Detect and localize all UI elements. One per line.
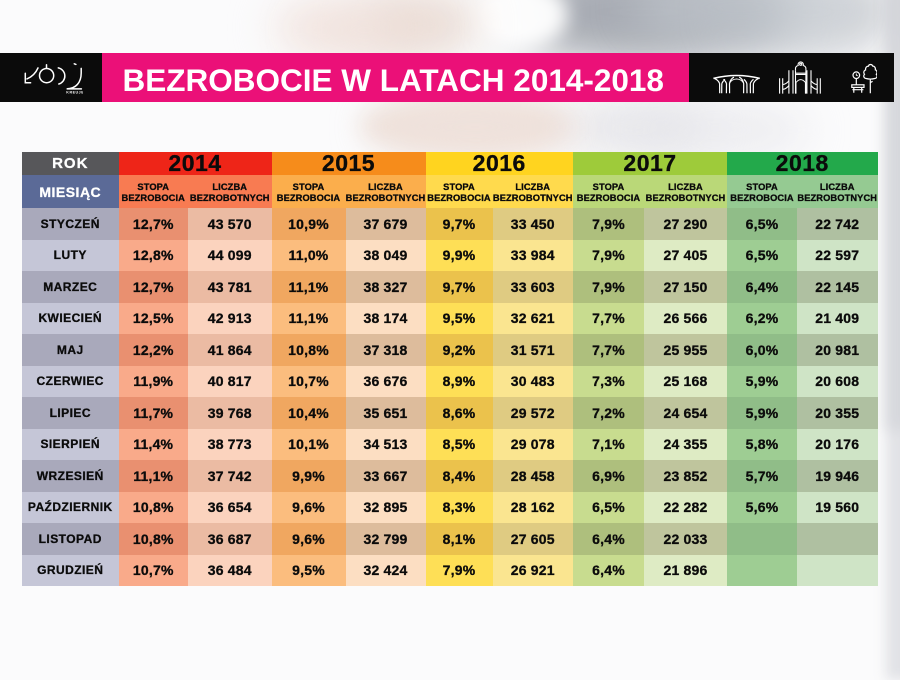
svg-text:KREUJE: KREUJE xyxy=(66,91,83,94)
